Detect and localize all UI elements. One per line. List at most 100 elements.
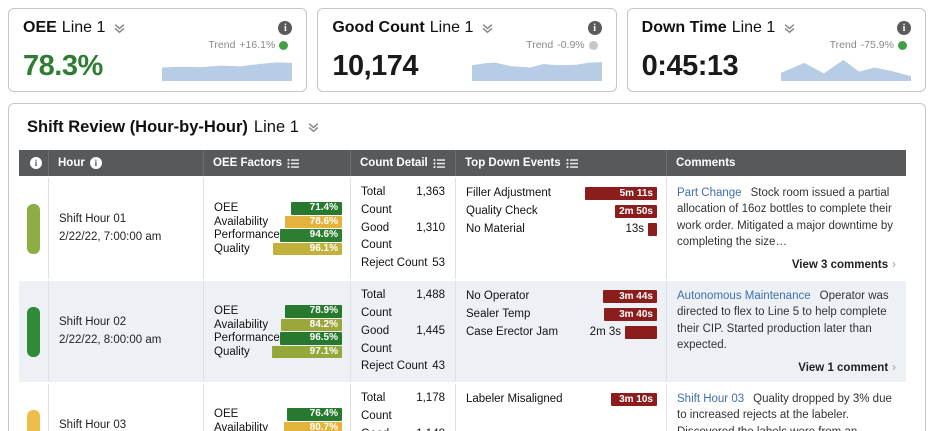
- trend-status-dot: [897, 40, 907, 50]
- down-event-name: Filler Adjustment: [466, 187, 552, 199]
- trend-label: Trend: [829, 39, 857, 51]
- down-event-duration-bar: [625, 325, 657, 339]
- kpi-subtitle: Line 1: [429, 19, 474, 36]
- panel-title: Shift Review (Hour-by-Hour) Line 1: [19, 116, 915, 150]
- info-icon[interactable]: i: [30, 157, 42, 169]
- info-icon[interactable]: i: [89, 157, 102, 169]
- sparkline-chart: [471, 62, 602, 81]
- chevron-double-down-icon[interactable]: [481, 22, 494, 35]
- count-label: Reject Count: [361, 257, 428, 270]
- oee-factor-row: Availability 78.6%: [214, 215, 342, 229]
- info-icon[interactable]: i: [278, 21, 293, 35]
- oee-factors-cell: OEE 71.4% Availability 78.6% Performance 94.6…: [204, 178, 351, 280]
- info-icon[interactable]: i: [587, 21, 602, 35]
- count-value: 1,310: [416, 221, 445, 234]
- trend-label: Trend: [526, 39, 554, 51]
- panel-title-text: Shift Review (Hour-by-Hour): [27, 118, 248, 136]
- count-value: 1,178: [416, 392, 445, 405]
- hour-status-indicator: [27, 306, 40, 357]
- comment-body: Part Change Stock room issued a partial a…: [677, 185, 896, 250]
- comment-text: Operator was directed to flex to Line 5 …: [677, 290, 889, 352]
- factor-label: Performance: [214, 332, 280, 345]
- kpi-title: Down Time: [641, 19, 727, 36]
- kpi-card-good-count: Good Count Line 1 i 10,174 Trend -0.9%: [317, 8, 617, 92]
- factor-label: Availability: [214, 421, 269, 431]
- oee-factors-cell: OEE 78.9% Availability 84.2% Performance 96.5…: [204, 281, 351, 383]
- header-top-down-events-label: Top Down Events: [465, 157, 561, 169]
- hour-status-indicator: [27, 203, 40, 254]
- count-label: Total Count: [361, 289, 392, 319]
- chevron-double-down-icon[interactable]: [783, 22, 796, 35]
- count-label: Good Count: [361, 221, 392, 252]
- hour-label: Shift Hour 01: [59, 212, 127, 225]
- factor-label: OEE: [214, 408, 239, 421]
- factor-value-bar: 97.1%: [272, 345, 342, 359]
- view-comments-link[interactable]: View 3 comments ›: [677, 257, 896, 273]
- oee-factor-row: OEE 78.9%: [214, 305, 342, 318]
- kpi-title: Good Count: [332, 19, 425, 36]
- panel-subtitle: Line 1: [253, 118, 299, 136]
- oee-factor-row: Quality 96.1%: [214, 242, 342, 256]
- kpi-title: OEE: [23, 19, 57, 36]
- factor-value-bar: 96.5%: [279, 332, 342, 345]
- factor-value-bar: 94.6%: [279, 229, 342, 242]
- count-row: Total Count 1,363: [361, 184, 445, 220]
- factor-label: Quality: [214, 345, 250, 358]
- list-options-icon[interactable]: [433, 158, 445, 169]
- list-options-icon[interactable]: [287, 158, 300, 169]
- down-event-duration-bar: 3m 10s: [611, 392, 657, 406]
- header-count-detail: Count Detail: [351, 150, 456, 176]
- kpi-trend-block: Trend -0.9%: [471, 39, 602, 81]
- comments-cell: Part Change Stock room issued a partial a…: [667, 178, 906, 279]
- oee-factor-row: Availability 84.2%: [214, 318, 342, 332]
- trend-label: Trend: [208, 39, 236, 51]
- kpi-card-oee: OEE Line 1 i 78.3% Trend +16.1%: [8, 8, 308, 92]
- count-value: 1,363: [416, 186, 445, 198]
- trend-status-dot: [588, 40, 598, 50]
- chevron-double-down-icon[interactable]: [307, 121, 320, 134]
- hour-label: Shift Hour 02: [59, 315, 127, 328]
- header-oee-factors-label: OEE Factors: [213, 157, 283, 169]
- oee-factor-row: Quality 97.1%: [214, 345, 342, 359]
- count-label: Good Count: [361, 426, 416, 431]
- down-event-duration-bar: 3m 40s: [604, 307, 657, 321]
- oee-factor-row: Performance 96.5%: [214, 332, 342, 345]
- comment-category-link[interactable]: Autonomous Maintenance: [677, 290, 811, 303]
- oee-factor-row: Performance 94.6%: [214, 229, 342, 242]
- chevron-double-down-icon[interactable]: [113, 22, 126, 35]
- down-event-duration-bar: 3m 44s: [603, 289, 657, 303]
- info-icon[interactable]: i: [896, 21, 911, 35]
- header-top-down-events: Top Down Events: [456, 150, 667, 176]
- count-label: Total Count: [361, 392, 392, 422]
- factor-value-bar: 78.9%: [285, 305, 342, 318]
- trend-status-dot: [279, 40, 289, 50]
- top-down-events-cell: Labeler Misaligned 3m 10s: [456, 384, 667, 431]
- down-event-duration: 2m 3s: [589, 326, 621, 339]
- table-header: i Hour i OEE Factors Count Detail Top Do…: [19, 150, 906, 176]
- count-detail-cell: Total Count 1,488 Good Count 1,445 Reject Co…: [351, 281, 456, 383]
- count-row: Good Count 1,445: [361, 323, 445, 359]
- comment-category-link[interactable]: Shift Hour 03: [677, 393, 745, 406]
- view-comments-link[interactable]: View 1 comment ›: [677, 360, 896, 376]
- count-label: Good Count: [361, 324, 392, 355]
- count-row: Good Count 1,310: [361, 220, 445, 256]
- oee-factors-cell: OEE76.4%Availability80.7%Performance97.1…: [204, 384, 351, 431]
- indicator-cell: [19, 281, 49, 383]
- list-options-icon[interactable]: [566, 158, 578, 169]
- view-comments-label: View 1 comment: [798, 361, 889, 374]
- comment-text: Quality dropped by 3% due to increased r…: [677, 393, 892, 431]
- down-event-name: Labeler Misaligned: [466, 393, 563, 406]
- down-event-row: Case Erector Jam 2m 3s: [466, 323, 657, 341]
- shift-review-panel: Shift Review (Hour-by-Hour) Line 1 i Hou…: [8, 103, 926, 431]
- kpi-card-header: OEE Line 1 i: [23, 19, 293, 37]
- header-hour-label: Hour: [58, 157, 85, 169]
- comment-category-link[interactable]: Part Change: [677, 187, 742, 199]
- view-comments-label: View 3 comments: [791, 258, 889, 271]
- count-label: Reject Count: [361, 360, 428, 373]
- kpi-subtitle: Line 1: [731, 19, 776, 36]
- hour-cell: Shift Hour 02 2/22/22, 8:00:00 am: [49, 281, 204, 383]
- count-label: Total Count: [361, 186, 392, 216]
- count-row: Total Count 1,488: [361, 287, 445, 323]
- kpi-cards-row: OEE Line 1 i 78.3% Trend +16.1% Good Cou…: [8, 8, 926, 92]
